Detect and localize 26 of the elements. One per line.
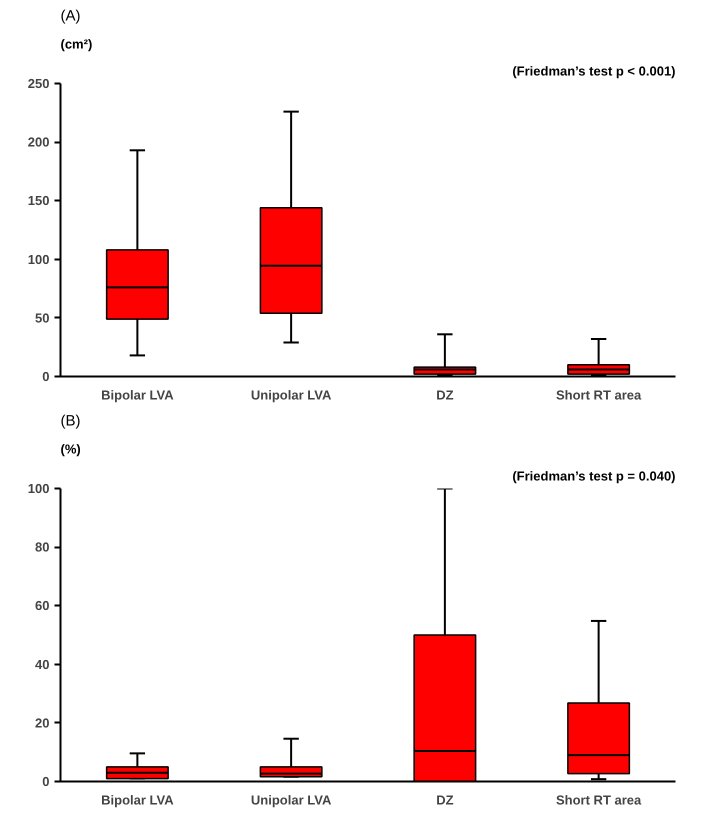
x-tick-label: DZ (436, 792, 454, 808)
y-axis-title: (cm²) (60, 36, 92, 52)
y-tick-label: 50 (35, 310, 50, 326)
chart-title: (A) (60, 8, 80, 24)
x-tick-label: Bipolar LVA (101, 792, 174, 808)
chart-title: (B) (60, 412, 80, 430)
x-tick-label: Unipolar LVA (250, 388, 332, 402)
y-tick-label: 100 (28, 252, 50, 267)
y-tick-label: 80 (35, 540, 50, 555)
y-axis-title: (%) (60, 442, 81, 456)
x-tick-label: Unipolar LVA (250, 792, 332, 808)
text: (Friedman’s test p = 0.040) (512, 468, 676, 484)
y-tick-label: 0 (42, 774, 50, 789)
y-tick-label: 0 (42, 369, 50, 384)
y-tick-label: 200 (28, 134, 50, 150)
y-tick-label: 150 (28, 193, 50, 208)
y-tick-label: 250 (28, 76, 50, 91)
text: (Friedman’s test p < 0.001) (512, 64, 676, 78)
x-tick-label: DZ (436, 388, 454, 402)
y-tick-label: 100 (28, 481, 50, 496)
x-tick-label: Short RT area (556, 388, 642, 402)
x-tick-label: Short RT area (556, 792, 642, 808)
y-tick-label: 60 (35, 598, 50, 614)
y-tick-label: 20 (35, 715, 50, 730)
x-tick-label: Bipolar LVA (101, 388, 174, 402)
y-tick-label: 40 (35, 656, 50, 672)
